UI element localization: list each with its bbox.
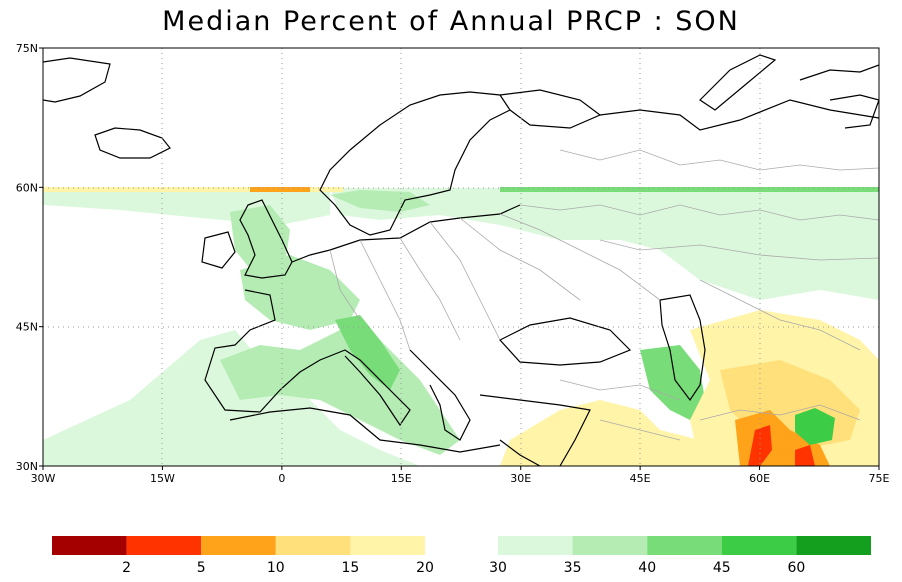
lat-axis: 75N 60N 45N 30N	[16, 42, 43, 473]
colorbar-swatch-wet	[796, 536, 871, 555]
lon-tick-label: 0	[278, 472, 285, 485]
wet-region-atlantic	[43, 330, 420, 466]
border-lines-south	[559, 379, 861, 441]
border-lines-russia	[559, 149, 879, 351]
wet-region-uk	[230, 205, 290, 275]
colorbar-swatch-dry	[52, 536, 127, 555]
wet-region-med	[220, 330, 460, 455]
band-60n-dry	[250, 187, 310, 192]
coast-nafrica	[229, 407, 501, 453]
map-frame	[42, 47, 880, 467]
dry-region-core	[748, 425, 815, 466]
precip-shading	[43, 187, 879, 466]
coast-iceland	[94, 127, 171, 159]
wet-region-italy	[335, 315, 400, 390]
lat-tick-label: 30N	[16, 460, 38, 473]
colorbar-label: 60	[787, 560, 805, 576]
lat-tick-label: 60N	[16, 181, 38, 194]
lon-tick-label: 15W	[150, 472, 175, 485]
colorbar-label: 5	[197, 560, 206, 576]
lon-tick-label: 45E	[630, 472, 651, 485]
coast-caspian	[659, 294, 706, 402]
coast-gb	[239, 199, 293, 279]
colorbar-label: 10	[267, 560, 285, 576]
coast-greenland	[43, 57, 111, 103]
coast-novaya-zemlya	[699, 54, 777, 111]
colorbar-swatch-wet	[721, 536, 797, 555]
colorbar-label: 15	[341, 560, 359, 576]
lon-tick-label: 30W	[31, 472, 56, 485]
lon-tick-label: 75E	[869, 472, 890, 485]
band-60n-west	[43, 187, 343, 192]
colorbar-label: 2	[122, 560, 131, 576]
coast-arctic-east	[799, 64, 879, 129]
wet-region-scandinavia	[330, 190, 430, 212]
coast-russia-north	[599, 99, 879, 131]
coast-ireland	[201, 231, 236, 269]
colorbar-swatch-dry	[350, 536, 425, 555]
wet-region-caucasus	[640, 345, 705, 420]
lon-tick-label: 30E	[510, 472, 531, 485]
colorbar-swatch-dry	[126, 536, 202, 555]
colorbar-swatch-dry	[275, 536, 351, 555]
lon-axis: 30W 15W 0 15E 30E 45E 60E 75E	[31, 466, 890, 485]
lat-tick-label: 45N	[16, 321, 38, 334]
colorbar-label: 20	[416, 560, 434, 576]
colorbar-swatch-wet	[498, 536, 573, 555]
colorbar-swatch-dry	[201, 536, 276, 555]
coast-turkey	[479, 394, 591, 466]
colorbar-label: 35	[564, 560, 582, 576]
coast-blacksea	[499, 317, 632, 366]
map-title: Median Percent of Annual PRCP : SON	[162, 6, 740, 37]
border-lines-europe	[329, 204, 879, 351]
colorbar-swatch-wet	[647, 536, 722, 555]
band-60n-east	[500, 187, 879, 192]
colorbar-label: 40	[638, 560, 656, 576]
dry-region-middleeast	[500, 400, 720, 466]
map-panel	[43, 48, 879, 466]
coastlines	[43, 54, 879, 466]
lon-tick-label: 60E	[749, 472, 770, 485]
wet-region-westeurope	[240, 255, 360, 330]
colorbar-swatch-wet	[572, 536, 648, 555]
political-borders	[329, 149, 879, 441]
colorbar-label: 30	[489, 560, 507, 576]
wet-region-pamir	[795, 408, 835, 445]
lon-tick-label: 15E	[391, 472, 412, 485]
lat-tick-label: 75N	[16, 42, 38, 55]
coast-scandinavia	[319, 91, 511, 236]
colorbar: 2 5 10 15 20 30 35 40 45 60	[52, 536, 871, 576]
colorbar-label: 45	[713, 560, 731, 576]
